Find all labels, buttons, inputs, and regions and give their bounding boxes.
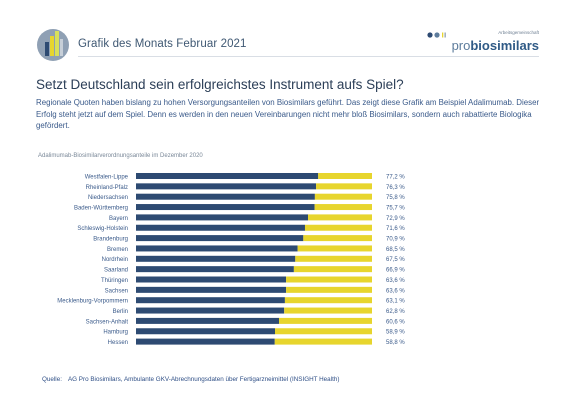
bar-biosimilar-share: [136, 297, 285, 304]
category-label: Nordrhein: [102, 257, 128, 263]
bar-remaining-share: [279, 317, 372, 324]
value-label: 77,2 %: [386, 174, 405, 180]
intro-text: Regionale Quoten haben bislang zu hohen …: [36, 97, 556, 132]
bar-remaining-share: [293, 266, 372, 273]
category-label: Niedersachsen: [88, 195, 128, 201]
bar-biosimilar-share: [136, 235, 304, 242]
bar-remaining-share: [274, 338, 372, 345]
value-label: 60,6 %: [386, 319, 405, 325]
chart-title: Adalimumab-Biosimilarverordnungsanteile …: [38, 153, 203, 159]
brand-tagline: Arbeitsgemeinschaft: [498, 30, 539, 35]
category-label: Bayern: [109, 216, 128, 222]
bar-remaining-share: [286, 276, 372, 283]
category-label: Rheinland-Pfalz: [86, 185, 128, 191]
brand-name: probiosimilars: [452, 38, 539, 53]
bar-remaining-share: [314, 193, 372, 200]
category-label: Schleswig-Holstein: [77, 226, 128, 232]
category-label: Saarland: [104, 268, 128, 274]
source-note: Quelle: AG Pro Biosimilars, Ambulante GKV…: [42, 376, 345, 383]
category-label: Thüringen: [101, 278, 128, 284]
value-label: 68,5 %: [386, 247, 405, 253]
value-label: 63,6 %: [386, 288, 405, 294]
bar-biosimilar-share: [136, 276, 287, 283]
category-label: Bremen: [107, 247, 128, 253]
intro-paragraph: Regionale Quoten haben bislang zu hohen …: [36, 98, 540, 130]
category-label: Berlin: [113, 309, 128, 315]
bar-biosimilar-share: [136, 286, 287, 293]
bar-biosimilar-share: [136, 214, 309, 221]
source-label: Quelle:: [42, 376, 62, 383]
category-label: Westfalen-Lippe: [85, 174, 129, 180]
brand-prefix: pro: [451, 38, 471, 53]
bar-biosimilar-share: [136, 266, 294, 273]
bar-remaining-share: [314, 204, 372, 211]
bar-remaining-share: [284, 307, 372, 314]
value-label: 58,9 %: [386, 330, 405, 336]
value-label: 66,9 %: [386, 268, 405, 274]
bar-biosimilar-share: [136, 173, 319, 179]
value-label: 67,5 %: [386, 257, 405, 263]
value-label: 75,8 %: [386, 195, 405, 201]
bar-remaining-share: [304, 224, 372, 231]
bar-biosimilar-share: [136, 255, 296, 262]
bar-biosimilar-share: [136, 338, 275, 345]
report-logo-icon: [37, 29, 69, 61]
bar-biosimilar-share: [136, 193, 315, 200]
value-label: 63,6 %: [386, 278, 405, 284]
value-label: 76,3 %: [386, 185, 405, 191]
brand-dots-icon: [427, 32, 446, 38]
value-label: 71,6 %: [386, 226, 405, 232]
category-label: Mecklenburg-Vorpommern: [57, 299, 128, 305]
category-label: Sachsen: [105, 288, 128, 294]
bar-biosimilar-share: [136, 328, 276, 335]
brand-logo: Arbeitsgemeinschaft probiosimilars: [419, 30, 539, 54]
bar-biosimilar-share: [136, 307, 285, 314]
category-label: Baden-Württemberg: [74, 205, 128, 211]
page-header-title: Grafik des Monats Februar 2021: [78, 38, 247, 50]
category-label: Brandenburg: [93, 237, 128, 243]
bar-remaining-share: [318, 173, 372, 179]
bar-remaining-share: [275, 328, 372, 335]
bar-biosimilar-share: [136, 317, 280, 324]
value-label: 63,1 %: [386, 299, 405, 305]
value-label: 62,8 %: [386, 309, 405, 315]
bar-biosimilar-share: [136, 224, 305, 231]
bar-remaining-share: [297, 245, 372, 252]
bar-biosimilar-share: [136, 245, 298, 252]
bar-biosimilar-share: [136, 204, 315, 211]
bar-remaining-share: [308, 214, 372, 221]
value-label: 75,7 %: [386, 205, 405, 211]
value-label: 58,8 %: [386, 340, 405, 346]
bar-remaining-share: [316, 183, 372, 190]
value-label: 72,9 %: [386, 216, 405, 222]
value-label: 70,9 %: [386, 237, 405, 243]
bar-remaining-share: [295, 255, 372, 262]
category-label: Sachsen-Anhalt: [86, 319, 129, 325]
bar-remaining-share: [303, 235, 372, 242]
page-headline: Setzt Deutschland sein erfolgreichstes I…: [36, 77, 404, 92]
bar-remaining-share: [286, 286, 372, 293]
brand-suffix: biosimilars: [470, 38, 539, 53]
category-label: Hamburg: [103, 330, 128, 336]
bar-biosimilar-share: [136, 183, 317, 190]
category-label: Hessen: [108, 340, 128, 346]
bar-remaining-share: [284, 297, 372, 304]
header-divider: [78, 56, 539, 57]
source-text: AG Pro Biosimilars, Ambulante GKV-Abrech…: [67, 376, 340, 383]
